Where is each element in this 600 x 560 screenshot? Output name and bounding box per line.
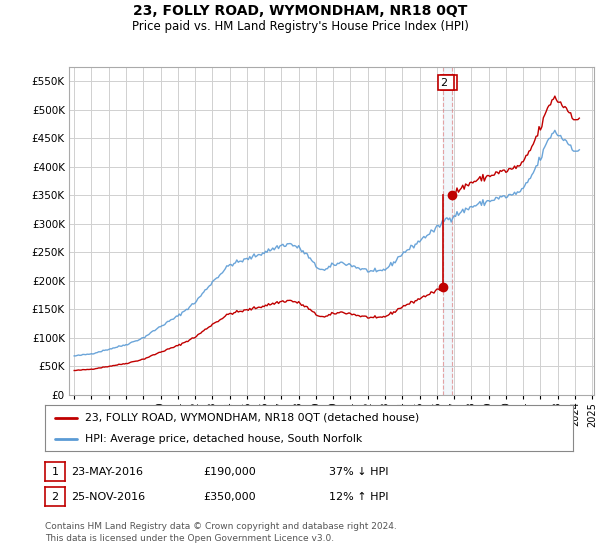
Text: 12% ↑ HPI: 12% ↑ HPI [329, 492, 388, 502]
Text: 25-NOV-2016: 25-NOV-2016 [71, 492, 145, 502]
Text: Contains HM Land Registry data © Crown copyright and database right 2024.
This d: Contains HM Land Registry data © Crown c… [45, 522, 397, 543]
Text: £350,000: £350,000 [203, 492, 256, 502]
Text: 1: 1 [52, 466, 58, 477]
Text: HPI: Average price, detached house, South Norfolk: HPI: Average price, detached house, Sout… [85, 435, 362, 444]
Text: 2: 2 [52, 492, 58, 502]
Text: 1: 1 [443, 78, 454, 87]
Text: Price paid vs. HM Land Registry's House Price Index (HPI): Price paid vs. HM Land Registry's House … [131, 20, 469, 32]
Text: 23-MAY-2016: 23-MAY-2016 [71, 466, 143, 477]
Text: £190,000: £190,000 [203, 466, 256, 477]
Text: 23, FOLLY ROAD, WYMONDHAM, NR18 0QT (detached house): 23, FOLLY ROAD, WYMONDHAM, NR18 0QT (det… [85, 413, 419, 423]
Bar [443, 67, 452, 395]
Text: 23, FOLLY ROAD, WYMONDHAM, NR18 0QT: 23, FOLLY ROAD, WYMONDHAM, NR18 0QT [133, 4, 467, 18]
Text: 2: 2 [441, 78, 452, 87]
Text: 37% ↓ HPI: 37% ↓ HPI [329, 466, 388, 477]
